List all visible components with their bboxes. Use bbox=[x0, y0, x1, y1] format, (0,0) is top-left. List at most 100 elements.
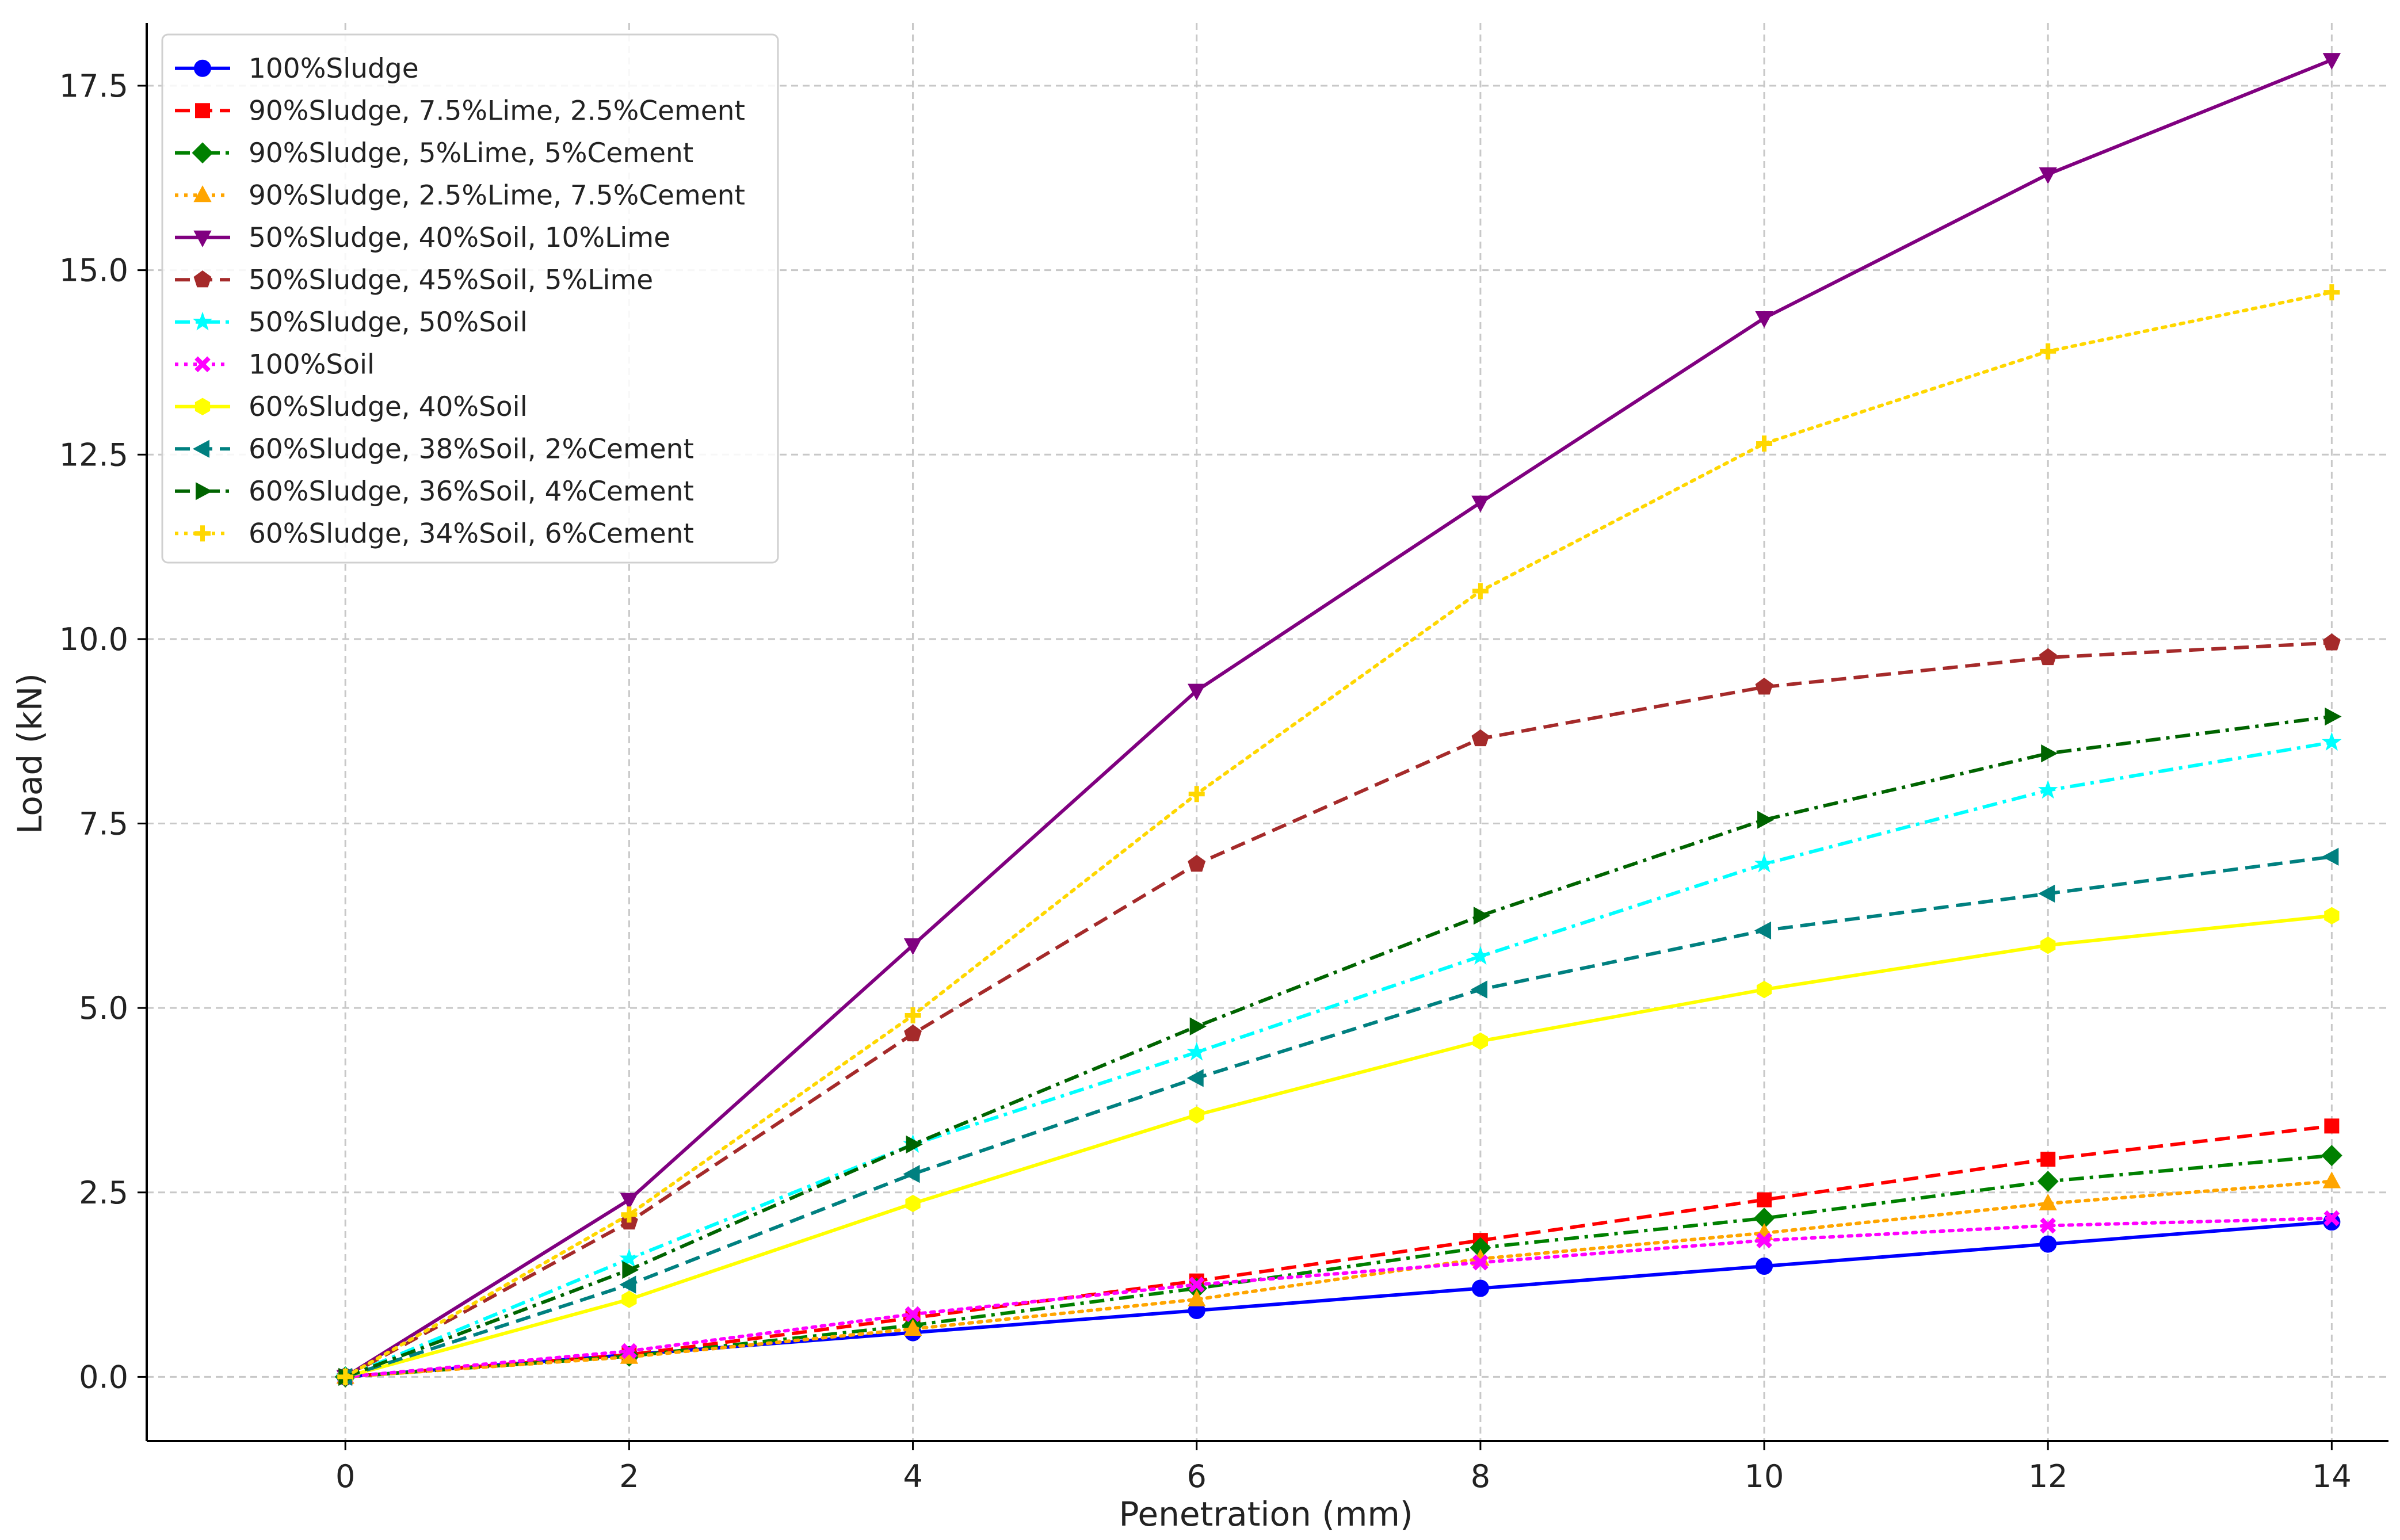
data-point bbox=[2039, 1193, 2057, 1211]
x-tick-label: 14 bbox=[2312, 1458, 2352, 1495]
y-tick-label: 5.0 bbox=[79, 990, 128, 1026]
data-point bbox=[1473, 907, 1490, 925]
data-point bbox=[194, 59, 211, 77]
legend-item: 50%Sludge, 50%Soil bbox=[175, 307, 528, 338]
data-point bbox=[1470, 946, 1491, 965]
data-point bbox=[193, 270, 212, 288]
y-tick-label: 12.5 bbox=[59, 437, 128, 473]
data-point bbox=[195, 103, 210, 119]
axes bbox=[146, 23, 2388, 1442]
legend-label: 100%Sludge bbox=[249, 53, 419, 85]
data-point bbox=[903, 1165, 920, 1183]
data-point bbox=[1754, 854, 1775, 873]
data-point bbox=[1756, 435, 1773, 452]
data-point bbox=[1757, 1192, 1772, 1207]
legend-item: 50%Sludge, 40%Soil, 10%Lime bbox=[175, 222, 670, 254]
series-line bbox=[344, 641, 2332, 1379]
x-tick-label: 0 bbox=[335, 1458, 355, 1495]
data-point bbox=[2038, 884, 2055, 903]
legend-item: 60%Sludge, 38%Soil, 2%Cement bbox=[175, 433, 694, 465]
data-point bbox=[1755, 311, 1773, 328]
legend-label: 60%Sludge, 38%Soil, 2%Cement bbox=[249, 433, 694, 465]
legend-label: 100%Soil bbox=[249, 349, 375, 380]
data-point bbox=[1757, 811, 1775, 829]
x-tick-label: 12 bbox=[2028, 1458, 2068, 1495]
data-point bbox=[1472, 583, 1489, 599]
data-point bbox=[621, 1290, 637, 1308]
data-point bbox=[1189, 1106, 1204, 1124]
data-point bbox=[2040, 936, 2056, 954]
legend-label: 50%Sludge, 50%Soil bbox=[249, 307, 528, 338]
data-point bbox=[1186, 1042, 1207, 1061]
series-line bbox=[344, 291, 2334, 1379]
legend-item: 100%Soil bbox=[175, 349, 375, 380]
y-tick-label: 7.5 bbox=[79, 806, 128, 842]
data-point bbox=[2039, 648, 2057, 666]
series-line bbox=[344, 1216, 2334, 1379]
series-12 bbox=[337, 284, 2340, 1385]
series-group bbox=[334, 53, 2342, 1388]
data-point bbox=[1470, 980, 1487, 999]
data-point bbox=[2041, 744, 2058, 763]
legend-item: 60%Sludge, 40%Soil bbox=[175, 391, 528, 423]
x-axis-label: Penetration (mm) bbox=[1119, 1495, 1413, 1534]
data-point bbox=[1188, 854, 1206, 872]
data-point bbox=[193, 230, 212, 247]
legend-box bbox=[161, 33, 779, 564]
data-point bbox=[1755, 678, 1773, 695]
data-point bbox=[619, 1248, 639, 1267]
data-point bbox=[2323, 1210, 2340, 1226]
legend-label: 60%Sludge, 34%Soil, 6%Cement bbox=[249, 518, 694, 549]
data-point bbox=[903, 938, 922, 956]
data-point bbox=[1472, 1032, 1488, 1050]
series-10 bbox=[335, 847, 2339, 1386]
data-point bbox=[1756, 1258, 1773, 1275]
data-point bbox=[621, 1343, 638, 1359]
data-point bbox=[196, 482, 213, 500]
data-point bbox=[1188, 786, 1205, 803]
data-point bbox=[194, 525, 211, 542]
data-point bbox=[1472, 1254, 1489, 1271]
data-point bbox=[1471, 1279, 1489, 1297]
x-tick-label: 4 bbox=[903, 1458, 922, 1495]
data-point bbox=[1754, 921, 1772, 940]
x-tick-label: 2 bbox=[619, 1458, 639, 1495]
data-point bbox=[1188, 1289, 1206, 1306]
series-line bbox=[345, 855, 2332, 1379]
data-point bbox=[906, 1135, 923, 1154]
data-point bbox=[1188, 1277, 1205, 1293]
data-point bbox=[1756, 1232, 1772, 1248]
y-tick-label: 0.0 bbox=[79, 1359, 128, 1395]
legend-label: 60%Sludge, 40%Soil bbox=[249, 391, 528, 423]
legend-item: 90%Sludge, 7.5%Lime, 2.5%Cement bbox=[175, 95, 745, 127]
series-6 bbox=[336, 633, 2341, 1385]
axis-ticks: 0 2 4 6 8 10 12 14 0.0 2.5 5.0 7.5 10.0 12.5 15.0 17.5 bbox=[59, 68, 2352, 1495]
series-line bbox=[345, 914, 2332, 1379]
x-tick-label: 10 bbox=[1745, 1458, 1784, 1495]
legend-item: 90%Sludge, 5%Lime, 5%Cement bbox=[175, 137, 693, 169]
data-point bbox=[194, 356, 211, 373]
data-point bbox=[2038, 779, 2058, 799]
x-tick-label: 6 bbox=[1187, 1458, 1207, 1495]
series-line bbox=[344, 1179, 2334, 1379]
data-point bbox=[2322, 53, 2341, 70]
data-point bbox=[903, 1319, 922, 1336]
data-point bbox=[2325, 707, 2342, 726]
legend-label: 90%Sludge, 2.5%Lime, 7.5%Cement bbox=[249, 179, 745, 211]
y-tick-label: 17.5 bbox=[59, 68, 128, 104]
legend-label: 50%Sludge, 45%Soil, 5%Lime bbox=[249, 264, 653, 296]
data-point bbox=[192, 311, 213, 331]
data-point bbox=[904, 1024, 922, 1042]
data-point bbox=[905, 1007, 921, 1023]
legend-label: 50%Sludge, 40%Soil, 10%Lime bbox=[249, 222, 670, 254]
data-point bbox=[2322, 1171, 2341, 1189]
data-point bbox=[1188, 683, 1206, 701]
data-point bbox=[2322, 732, 2342, 751]
data-point bbox=[2322, 847, 2339, 866]
series-line bbox=[345, 740, 2332, 1379]
data-point bbox=[194, 398, 211, 415]
y-tick-label: 2.5 bbox=[79, 1175, 128, 1211]
y-tick-label: 10.0 bbox=[59, 621, 128, 658]
legend-item: 50%Sludge, 45%Soil, 5%Lime bbox=[175, 264, 653, 296]
